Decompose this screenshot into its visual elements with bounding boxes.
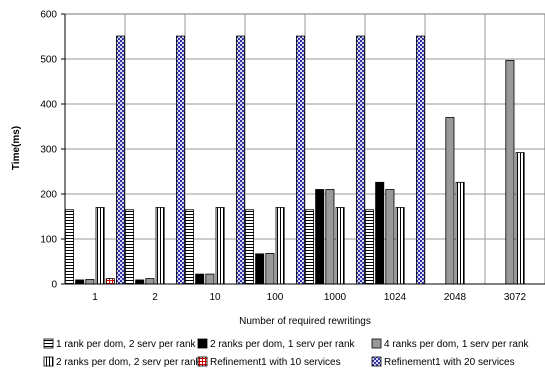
legend-swatch-0 [43, 338, 54, 349]
x-tick-label: 1 [92, 292, 98, 303]
x-tick-label: 100 [267, 292, 284, 303]
bar-1-series-2 [85, 279, 95, 285]
legend-swatch-2 [371, 338, 382, 349]
bar-2048-series-2 [445, 117, 455, 285]
bar-2-series-5 [175, 35, 185, 285]
legend-label-3: 2 ranks per dom, 2 serv per rank [56, 357, 202, 368]
bar-100-series-1 [255, 253, 265, 285]
legend-label-5: Refinement1 with 20 services [384, 357, 515, 368]
bar-1024-series-2 [385, 189, 395, 285]
x-tick-label: 1024 [384, 292, 407, 303]
bar-2-series-3 [155, 207, 165, 285]
bar-2048-series-3 [455, 181, 465, 285]
bar-100-series-0 [244, 209, 254, 285]
bar-1024-series-5 [415, 35, 425, 285]
legend: 1 rank per dom, 2 serv per rank 2 ranks p… [43, 338, 530, 368]
x-tick-label: 3072 [504, 292, 527, 303]
legend-label-4: Refinement1 with 10 services [210, 357, 341, 368]
bar-2-series-1 [135, 279, 145, 285]
y-tick-label: 500 [40, 55, 57, 66]
bar-10-series-5 [235, 35, 245, 285]
bar-2-series-2 [145, 278, 155, 285]
legend-swatch-1 [197, 338, 208, 349]
bar-1-series-4 [105, 278, 115, 285]
bar-1000-series-1 [315, 189, 325, 285]
bar-10-series-3 [215, 207, 225, 285]
bar-1024-series-0 [364, 209, 374, 285]
x-axis-title: Number of required rewritings [239, 316, 371, 327]
bar-100-series-2 [265, 252, 275, 285]
bar-1-series-1 [75, 279, 85, 285]
bar-10-series-1 [195, 273, 205, 285]
x-tick-label: 2048 [444, 292, 467, 303]
legend-swatch-4 [197, 356, 208, 367]
bar-1-series-3 [95, 207, 105, 285]
bar-1-series-5 [116, 35, 126, 285]
bar-10-series-0 [184, 209, 194, 285]
bar-100-series-5 [295, 35, 305, 285]
y-tick-label: 400 [40, 100, 57, 111]
bar-3072-series-3 [515, 152, 525, 285]
legend-label-0: 1 rank per dom, 2 serv per rank [56, 339, 197, 350]
bar-3072-series-2 [505, 59, 515, 285]
y-tick-label: 600 [40, 10, 57, 21]
bar-1000-series-0 [304, 209, 314, 285]
bar-1-series-0 [65, 209, 75, 285]
y-tick-label: 0 [51, 280, 57, 291]
bar-10-series-2 [205, 273, 215, 285]
y-tick-label: 300 [40, 145, 57, 156]
bar-1024-series-3 [395, 207, 405, 285]
x-tick-label: 2 [152, 292, 158, 303]
bar-2-series-0 [125, 209, 135, 285]
axes: 0 100 200 300 400 500 600 1 2 10 100 1000 1024 2048 30… [40, 10, 545, 303]
legend-swatch-5 [371, 356, 382, 367]
y-axis-title: Time(ms) [11, 126, 22, 170]
bar-100-series-3 [275, 207, 285, 285]
y-tick-label: 200 [40, 190, 57, 201]
legend-label-1: 2 ranks per dom, 1 serv per rank [210, 339, 356, 350]
bars [65, 35, 525, 285]
y-tick-label: 100 [40, 235, 57, 246]
bar-1000-series-2 [325, 189, 335, 285]
x-tick-label: 1000 [324, 292, 347, 303]
bar-1024-series-1 [375, 181, 385, 285]
bar-1000-series-3 [335, 207, 345, 285]
x-tick-label: 10 [209, 292, 221, 303]
legend-swatch-3 [43, 356, 54, 367]
legend-label-2: 4 ranks per dom, 1 serv per rank [384, 339, 530, 350]
bar-1000-series-5 [355, 35, 365, 285]
